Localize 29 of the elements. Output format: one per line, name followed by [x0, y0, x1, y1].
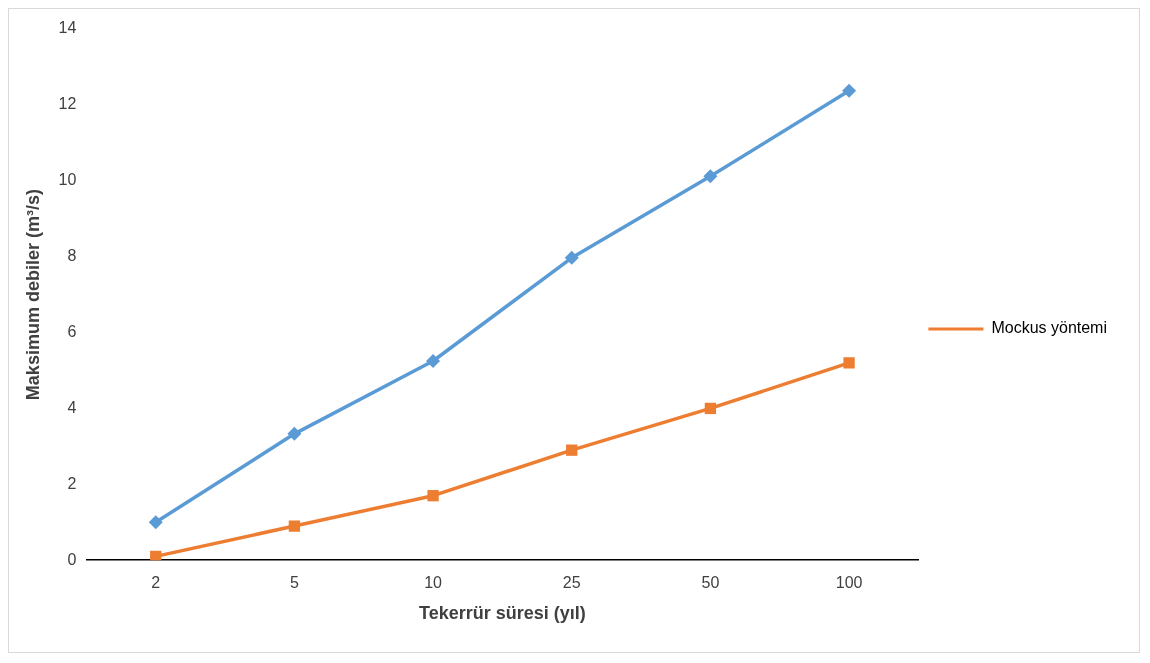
point [564, 250, 579, 265]
x-tick-label: 25 [562, 574, 581, 592]
y-tick-label: 12 [58, 95, 77, 113]
x-tick-label: 2 [151, 574, 161, 592]
point [426, 354, 441, 368]
y-tick-label: 14 [58, 19, 77, 37]
y-tick-label: 10 [58, 171, 77, 189]
y-axis-title: Maksimum debiler (m³/s) [22, 189, 43, 401]
x-tick-label: 5 [289, 574, 299, 592]
x-axis-title: Tekerrür süresi (yıl) [419, 603, 586, 624]
point [148, 515, 163, 530]
x-tick-label: 100 [835, 574, 863, 592]
y-tick-label: 8 [67, 247, 77, 265]
point [427, 490, 439, 502]
point [288, 520, 301, 532]
y-tick-label: 0 [67, 550, 77, 568]
y-tick-label: 2 [67, 474, 77, 492]
y-tick-label: 4 [67, 398, 77, 416]
point [843, 357, 855, 369]
x-tick-label: 50 [701, 574, 720, 592]
point [150, 550, 162, 561]
point [842, 83, 857, 98]
point [287, 426, 302, 441]
point [566, 444, 578, 456]
point [703, 169, 718, 184]
x-tick-label: 10 [424, 574, 443, 592]
point [704, 402, 717, 415]
legend-label: Mockus yöntemi [991, 319, 1107, 337]
y-tick-label: 6 [67, 322, 77, 340]
